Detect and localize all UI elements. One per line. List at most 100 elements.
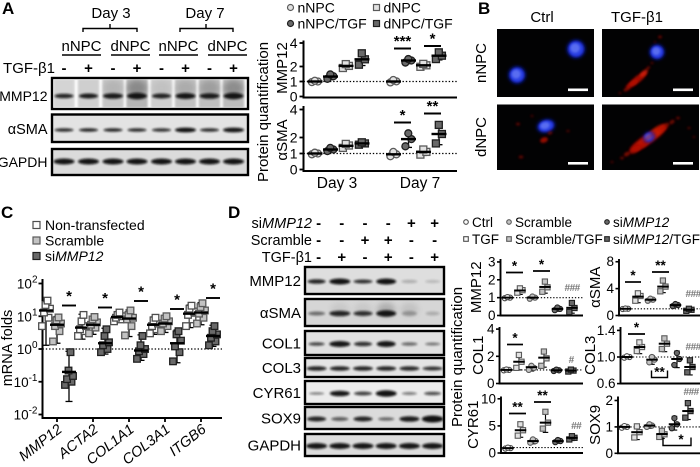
svg-text:-: - — [159, 60, 164, 77]
svg-text:Ctrl: Ctrl — [530, 9, 553, 26]
svg-text:2: 2 — [605, 393, 613, 408]
svg-text:2: 2 — [488, 272, 496, 287]
svg-text:**: ** — [512, 400, 523, 415]
svg-text:-: - — [207, 60, 212, 77]
svg-text:+: + — [384, 232, 393, 249]
svg-text:siMMP12/TGF: siMMP12/TGF — [613, 232, 700, 247]
svg-text:*: * — [539, 257, 545, 272]
svg-text:0: 0 — [290, 162, 298, 178]
svg-text:1.4: 1.4 — [597, 323, 616, 338]
svg-text:GAPDH: GAPDH — [0, 154, 48, 170]
svg-text:10-1: 10-1 — [14, 373, 38, 390]
svg-text:102: 102 — [17, 275, 38, 292]
svg-text:+: + — [133, 60, 142, 77]
svg-text:*: * — [678, 432, 684, 447]
svg-text:Scramble/TGF: Scramble/TGF — [515, 232, 603, 247]
svg-text:-: - — [409, 249, 414, 266]
svg-text:TGF: TGF — [472, 232, 499, 247]
svg-text:#: # — [568, 355, 574, 366]
svg-text:1: 1 — [290, 74, 298, 90]
svg-text:D: D — [228, 203, 240, 222]
svg-text:0: 0 — [605, 446, 613, 461]
svg-text:siMMP12: siMMP12 — [45, 248, 104, 264]
svg-text:C: C — [1, 203, 13, 222]
svg-text:Non-transfected: Non-transfected — [45, 217, 145, 233]
svg-text:TGF-β1: TGF-β1 — [611, 9, 663, 26]
svg-text:+: + — [384, 249, 393, 266]
svg-text:+: + — [361, 232, 370, 249]
svg-text:-: - — [363, 249, 368, 266]
svg-text:CYR61: CYR61 — [253, 385, 301, 402]
svg-text:###: ### — [685, 342, 700, 353]
svg-text:0: 0 — [606, 308, 614, 323]
svg-text:CYR61: CYR61 — [465, 401, 482, 449]
svg-text:TGF-β1: TGF-β1 — [262, 250, 312, 266]
svg-text:nNPC: nNPC — [473, 43, 490, 83]
svg-text:###: ### — [564, 283, 580, 294]
svg-text:A: A — [2, 0, 14, 18]
svg-text:**: ** — [427, 98, 439, 115]
svg-text:*: * — [512, 259, 518, 274]
svg-text:##: ## — [571, 421, 582, 432]
svg-text:MMP12: MMP12 — [468, 261, 485, 313]
svg-text:COL1: COL1 — [470, 336, 487, 375]
svg-text:Protein quantification: Protein quantification — [449, 287, 466, 427]
svg-text:nNPC/TGF: nNPC/TGF — [298, 16, 367, 32]
svg-text:10-2: 10-2 — [14, 406, 38, 423]
svg-text:COL3: COL3 — [582, 336, 599, 375]
svg-text:*: * — [102, 290, 108, 307]
svg-text:###: ### — [685, 289, 700, 300]
svg-text:-: - — [316, 249, 321, 266]
svg-text:Scramble: Scramble — [251, 233, 312, 249]
svg-text:SOX9: SOX9 — [261, 411, 301, 428]
svg-text:siMMP12: siMMP12 — [252, 216, 312, 232]
svg-text:nNPC: nNPC — [298, 0, 335, 16]
svg-text:αSMA: αSMA — [260, 305, 301, 322]
svg-text:+: + — [407, 215, 416, 232]
svg-text:0: 0 — [488, 446, 496, 461]
svg-text:nNPC: nNPC — [158, 38, 198, 55]
svg-text:0: 0 — [290, 89, 298, 105]
svg-text:+: + — [430, 249, 439, 266]
svg-text:dNPC: dNPC — [110, 38, 150, 55]
svg-text:siMMP12: siMMP12 — [613, 215, 670, 230]
svg-text:GAPDH: GAPDH — [248, 438, 301, 455]
svg-text:*: * — [174, 292, 180, 309]
svg-text:Protein quantification: Protein quantification — [255, 42, 272, 182]
svg-text:-: - — [62, 60, 67, 77]
svg-text:Scramble: Scramble — [45, 233, 104, 249]
svg-text:-: - — [316, 232, 321, 249]
svg-text:3: 3 — [488, 254, 496, 269]
svg-text:Day 7: Day 7 — [185, 5, 224, 22]
svg-text:αSMA: αSMA — [587, 267, 604, 308]
svg-text:Scramble: Scramble — [515, 215, 572, 230]
svg-text:ITGB6: ITGB6 — [167, 421, 211, 460]
svg-text:0: 0 — [488, 308, 496, 323]
svg-text:4: 4 — [290, 35, 298, 51]
svg-text:1: 1 — [488, 290, 496, 305]
svg-text:5: 5 — [488, 418, 496, 433]
svg-text:COL3: COL3 — [262, 360, 301, 377]
svg-text:*: * — [630, 268, 636, 283]
svg-text:-: - — [432, 232, 437, 249]
svg-text:dNPC/TGF: dNPC/TGF — [384, 16, 453, 32]
svg-text:+: + — [430, 215, 439, 232]
svg-text:-: - — [386, 215, 391, 232]
svg-text:SOX9: SOX9 — [587, 405, 604, 445]
svg-text:1: 1 — [605, 419, 613, 434]
svg-text:2: 2 — [290, 130, 298, 146]
svg-text:0: 0 — [487, 376, 495, 391]
svg-text:**: ** — [655, 258, 666, 273]
svg-text:dNPC: dNPC — [384, 0, 421, 16]
svg-text:*: * — [138, 284, 144, 301]
svg-text:100: 100 — [17, 340, 38, 357]
svg-text:+: + — [337, 249, 346, 266]
svg-text:2: 2 — [290, 59, 298, 75]
svg-text:**: ** — [654, 365, 665, 380]
svg-text:-: - — [363, 215, 368, 232]
svg-text:*: * — [210, 281, 216, 298]
svg-text:*: * — [634, 320, 640, 335]
svg-text:4: 4 — [606, 281, 614, 296]
svg-text:*: * — [400, 107, 406, 124]
svg-text:+: + — [181, 60, 190, 77]
